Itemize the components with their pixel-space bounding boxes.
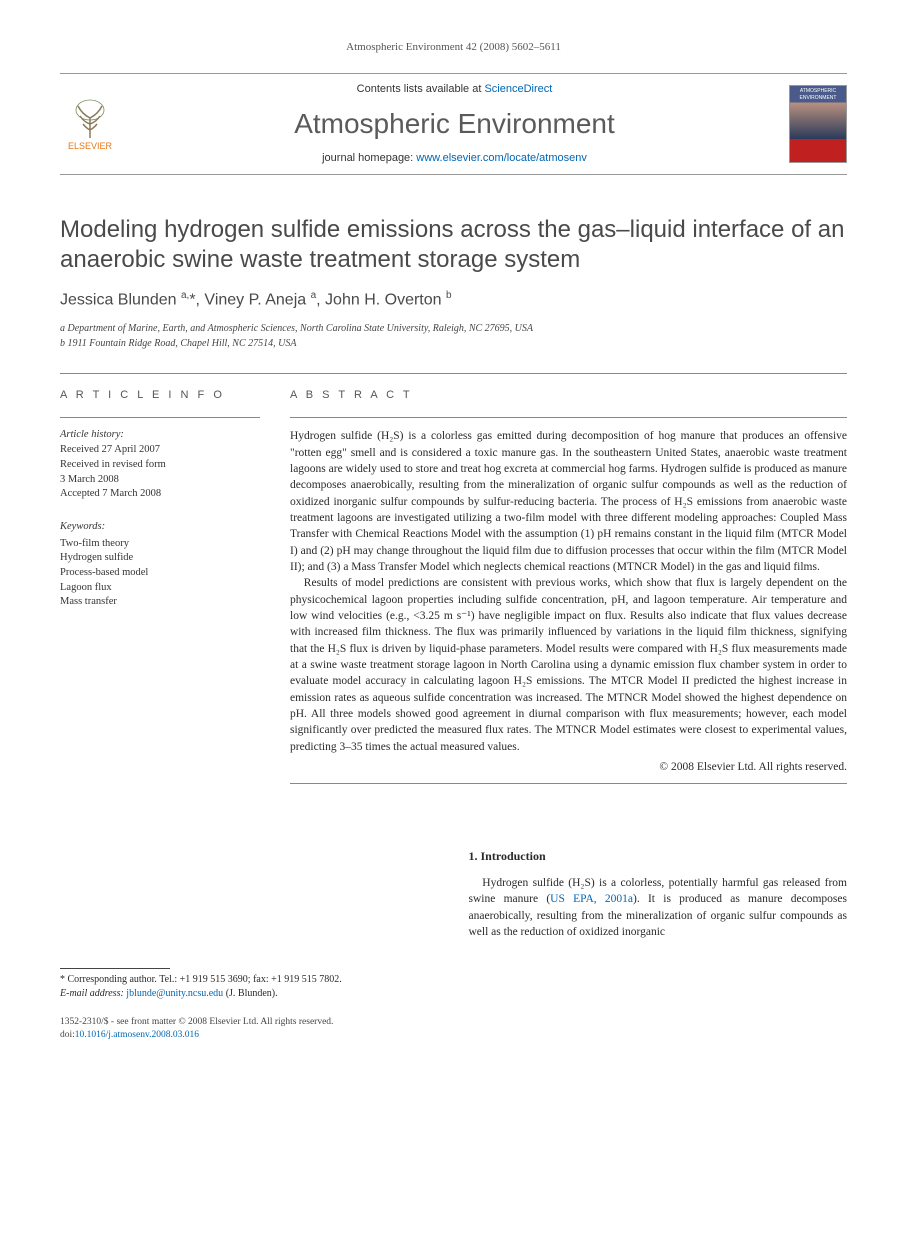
- corresponding-author-footnote: * Corresponding author. Tel.: +1 919 515…: [60, 973, 439, 1000]
- page-footer: 1352-2310/$ - see front matter © 2008 El…: [60, 1016, 847, 1042]
- divider: [60, 417, 260, 418]
- keyword-item: Mass transfer: [60, 595, 260, 610]
- doi-link[interactable]: 10.1016/j.atmosenv.2008.03.016: [75, 1030, 199, 1040]
- article-history: Article history: Received 27 April 2007R…: [60, 428, 260, 501]
- keyword-item: Two-film theory: [60, 537, 260, 552]
- divider: [290, 783, 847, 784]
- footnote-rule: [60, 968, 170, 969]
- contents-prefix: Contents lists available at: [357, 83, 485, 95]
- affiliation-b: b 1911 Fountain Ridge Road, Chapel Hill,…: [60, 337, 847, 351]
- abstract-heading: A B S T R A C T: [290, 388, 847, 403]
- affiliation-a: a Department of Marine, Earth, and Atmos…: [60, 322, 847, 336]
- author-list: Jessica Blunden a,*, Viney P. Aneja a, J…: [60, 289, 847, 312]
- email-label: E-mail address:: [60, 988, 124, 999]
- divider: [290, 417, 847, 418]
- info-abstract-row: A R T I C L E I N F O Article history: R…: [60, 373, 847, 784]
- cover-label: ATMOSPHERIC ENVIRONMENT: [800, 88, 837, 101]
- abstract-column: A B S T R A C T Hydrogen sulfide (H₂S) i…: [290, 374, 847, 784]
- body-two-column: * Corresponding author. Tel.: +1 919 515…: [60, 848, 847, 1000]
- section-title: Introduction: [481, 849, 546, 863]
- elsevier-logo: ELSEVIER: [60, 90, 120, 158]
- corr-email-link[interactable]: jblunde@unity.ncsu.edu: [126, 988, 223, 999]
- front-matter-line: 1352-2310/$ - see front matter © 2008 El…: [60, 1016, 847, 1029]
- article-title: Modeling hydrogen sulfide emissions acro…: [60, 215, 847, 275]
- keywords-block: Keywords: Two-film theoryHydrogen sulfid…: [60, 520, 260, 610]
- citation-link[interactable]: US EPA, 2001a: [550, 893, 633, 905]
- abstract-copyright: © 2008 Elsevier Ltd. All rights reserved…: [290, 759, 847, 775]
- keywords-label: Keywords:: [60, 520, 260, 535]
- body-left-col: * Corresponding author. Tel.: +1 919 515…: [60, 848, 439, 1000]
- body-right-col: 1. Introduction Hydrogen sulfide (H₂S) i…: [469, 848, 848, 1000]
- history-line: Received 27 April 2007: [60, 443, 260, 458]
- history-line: Accepted 7 March 2008: [60, 487, 260, 502]
- history-label: Article history:: [60, 429, 124, 440]
- section-number: 1.: [469, 849, 478, 863]
- abstract-para-1: Hydrogen sulfide (H₂S) is a colorless ga…: [290, 428, 847, 575]
- keyword-item: Process-based model: [60, 566, 260, 581]
- homepage-prefix: journal homepage:: [322, 152, 416, 164]
- journal-name: Atmospheric Environment: [134, 104, 775, 143]
- running-head: Atmospheric Environment 42 (2008) 5602–5…: [60, 40, 847, 55]
- journal-homepage-link[interactable]: www.elsevier.com/locate/atmosenv: [416, 152, 587, 164]
- elsevier-logo-text: ELSEVIER: [68, 140, 112, 153]
- section-1-heading: 1. Introduction: [469, 848, 848, 865]
- corr-author-line: * Corresponding author. Tel.: +1 919 515…: [60, 973, 439, 987]
- doi-label: doi:: [60, 1030, 75, 1040]
- abstract-para-2: Results of model predictions are consist…: [290, 575, 847, 755]
- masthead: ELSEVIER Contents lists available at Sci…: [60, 73, 847, 175]
- journal-homepage-line: journal homepage: www.elsevier.com/locat…: [134, 151, 775, 166]
- article-info-heading: A R T I C L E I N F O: [60, 388, 260, 403]
- history-line: 3 March 2008: [60, 473, 260, 488]
- contents-available-line: Contents lists available at ScienceDirec…: [134, 82, 775, 97]
- article-info-column: A R T I C L E I N F O Article history: R…: [60, 374, 260, 784]
- journal-cover-thumbnail: ATMOSPHERIC ENVIRONMENT: [789, 85, 847, 163]
- corr-email-name: (J. Blunden).: [226, 988, 278, 999]
- elsevier-tree-icon: [68, 96, 112, 140]
- sciencedirect-link[interactable]: ScienceDirect: [484, 83, 552, 95]
- keyword-item: Hydrogen sulfide: [60, 551, 260, 566]
- keyword-item: Lagoon flux: [60, 581, 260, 596]
- masthead-center: Contents lists available at ScienceDirec…: [134, 82, 775, 166]
- intro-para-1: Hydrogen sulfide (H₂S) is a colorless, p…: [469, 875, 848, 940]
- affiliations: a Department of Marine, Earth, and Atmos…: [60, 322, 847, 351]
- abstract-text: Hydrogen sulfide (H₂S) is a colorless ga…: [290, 428, 847, 755]
- history-line: Received in revised form: [60, 458, 260, 473]
